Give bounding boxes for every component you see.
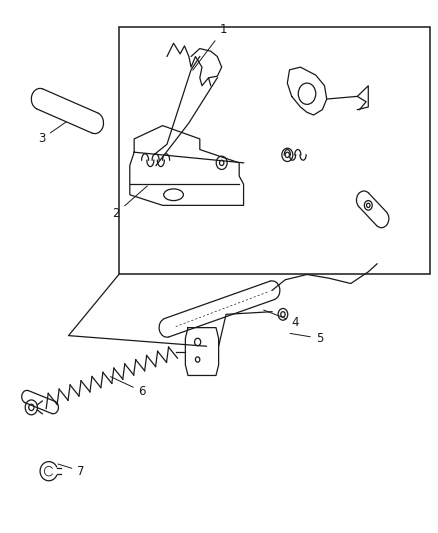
Bar bbox=[119, 27, 428, 274]
Text: 2: 2 bbox=[112, 186, 147, 220]
Text: 4: 4 bbox=[263, 310, 299, 329]
Text: 6: 6 bbox=[110, 377, 146, 398]
Text: 7: 7 bbox=[58, 464, 85, 478]
Text: 1: 1 bbox=[192, 23, 226, 70]
Text: 5: 5 bbox=[290, 332, 322, 345]
Text: 3: 3 bbox=[38, 122, 66, 146]
